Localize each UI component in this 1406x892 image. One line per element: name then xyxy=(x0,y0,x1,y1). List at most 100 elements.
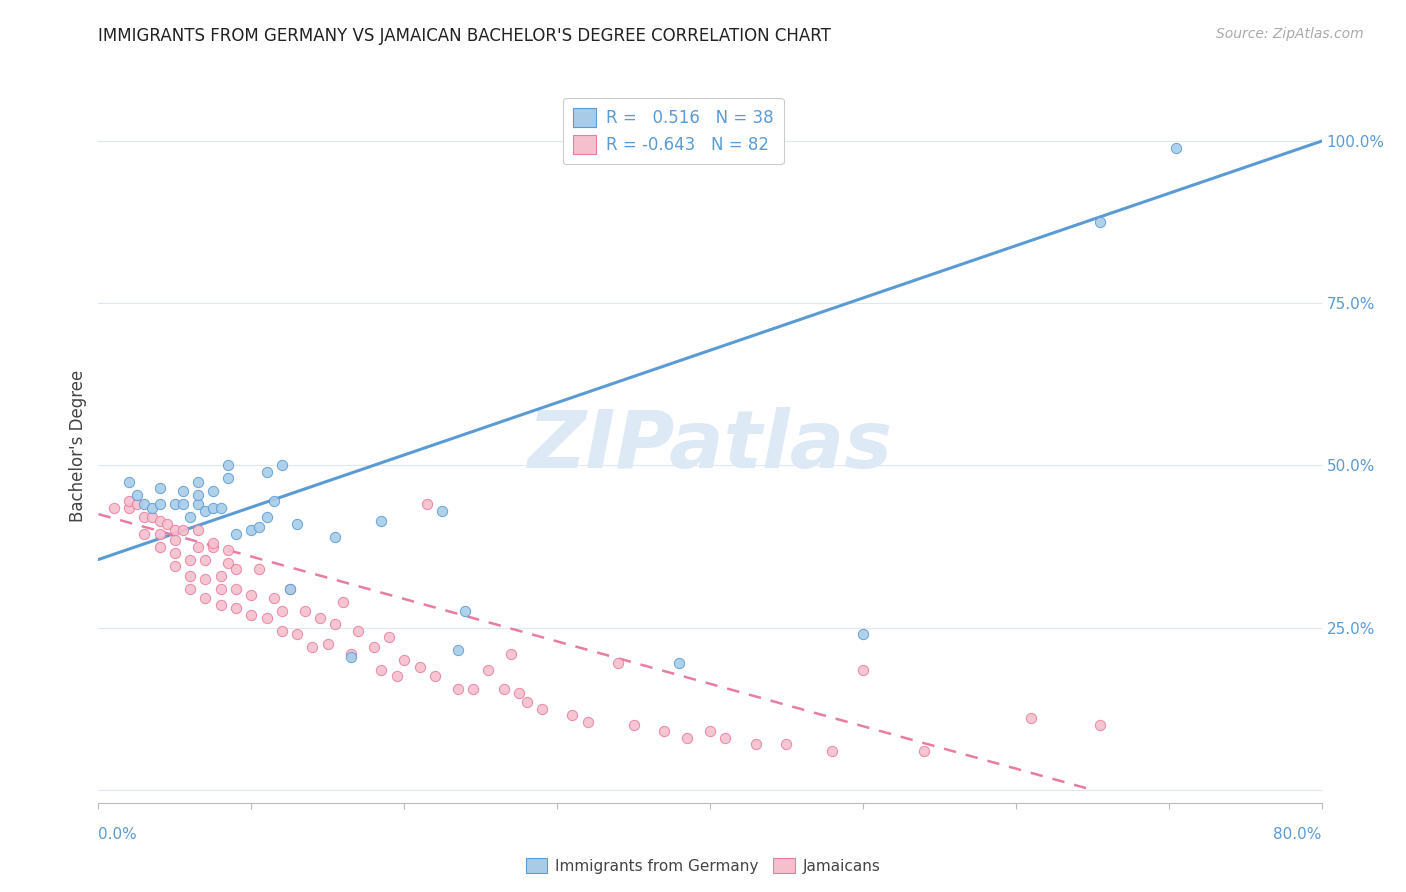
Point xyxy=(217,471,239,485)
Point xyxy=(179,582,201,596)
Point xyxy=(187,540,209,554)
Point xyxy=(202,540,225,554)
Point xyxy=(163,497,186,511)
Point xyxy=(149,481,172,495)
Point xyxy=(217,542,239,557)
Point xyxy=(187,524,209,538)
Point xyxy=(194,552,217,566)
Point xyxy=(187,475,209,489)
Point xyxy=(294,604,316,618)
Point xyxy=(623,718,645,732)
Point xyxy=(1166,140,1188,154)
Point xyxy=(125,488,148,502)
Point xyxy=(508,685,530,699)
Point xyxy=(270,624,292,638)
Point xyxy=(285,516,308,531)
Point xyxy=(194,591,217,606)
Point xyxy=(256,611,278,625)
Point xyxy=(187,497,209,511)
Text: ZIPatlas: ZIPatlas xyxy=(527,407,893,485)
Y-axis label: Bachelor's Degree: Bachelor's Degree xyxy=(69,370,87,522)
Point xyxy=(309,611,332,625)
Point xyxy=(217,458,239,473)
Point xyxy=(1088,215,1111,229)
Point xyxy=(194,504,217,518)
Point xyxy=(447,643,470,657)
Legend: R =   0.516   N = 38, R = -0.643   N = 82: R = 0.516 N = 38, R = -0.643 N = 82 xyxy=(562,97,783,164)
Point xyxy=(332,595,354,609)
Point xyxy=(134,497,156,511)
Point xyxy=(225,526,247,541)
Point xyxy=(912,744,935,758)
Point xyxy=(209,568,232,582)
Point xyxy=(852,663,875,677)
Point xyxy=(156,516,179,531)
Point xyxy=(370,663,392,677)
Point xyxy=(339,647,361,661)
Point xyxy=(118,494,141,508)
Point xyxy=(492,682,515,697)
Point xyxy=(103,500,125,515)
Point xyxy=(134,510,156,524)
Point xyxy=(149,497,172,511)
Point xyxy=(202,484,225,499)
Point xyxy=(270,458,292,473)
Point xyxy=(217,556,239,570)
Point xyxy=(179,568,201,582)
Point xyxy=(775,738,797,752)
Point xyxy=(270,604,292,618)
Point xyxy=(278,582,301,596)
Point xyxy=(209,598,232,612)
Point xyxy=(263,494,285,508)
Point xyxy=(339,649,361,664)
Point xyxy=(699,724,721,739)
Point xyxy=(149,514,172,528)
Text: Source: ZipAtlas.com: Source: ZipAtlas.com xyxy=(1216,27,1364,41)
Point xyxy=(668,657,690,671)
Point xyxy=(852,627,875,641)
Point xyxy=(432,504,454,518)
Point xyxy=(149,526,172,541)
Point xyxy=(172,484,194,499)
Point xyxy=(240,524,263,538)
Point xyxy=(285,627,308,641)
Point xyxy=(172,524,194,538)
Point xyxy=(256,510,278,524)
Point xyxy=(202,536,225,550)
Point xyxy=(745,738,768,752)
Point xyxy=(652,724,675,739)
Point xyxy=(454,604,477,618)
Point xyxy=(187,488,209,502)
Point xyxy=(325,617,347,632)
Point xyxy=(247,520,270,534)
Point xyxy=(561,708,583,723)
Point xyxy=(363,640,385,654)
Point xyxy=(676,731,699,745)
Point xyxy=(209,500,232,515)
Point xyxy=(134,526,156,541)
Point xyxy=(416,497,439,511)
Text: 0.0%: 0.0% xyxy=(98,827,138,841)
Point xyxy=(172,497,194,511)
Point xyxy=(263,591,285,606)
Legend: Immigrants from Germany, Jamaicans: Immigrants from Germany, Jamaicans xyxy=(520,852,886,880)
Point xyxy=(392,653,416,667)
Point xyxy=(225,601,247,615)
Point xyxy=(256,465,278,479)
Point xyxy=(316,637,339,651)
Point xyxy=(194,572,217,586)
Point xyxy=(240,588,263,602)
Point xyxy=(370,514,392,528)
Point xyxy=(408,659,430,673)
Point xyxy=(378,631,401,645)
Point xyxy=(240,607,263,622)
Point xyxy=(1019,711,1042,725)
Point xyxy=(501,647,523,661)
Point xyxy=(447,682,470,697)
Point xyxy=(141,500,163,515)
Point xyxy=(576,714,599,729)
Point xyxy=(821,744,844,758)
Point xyxy=(530,702,553,716)
Point xyxy=(325,530,347,544)
Point xyxy=(179,510,201,524)
